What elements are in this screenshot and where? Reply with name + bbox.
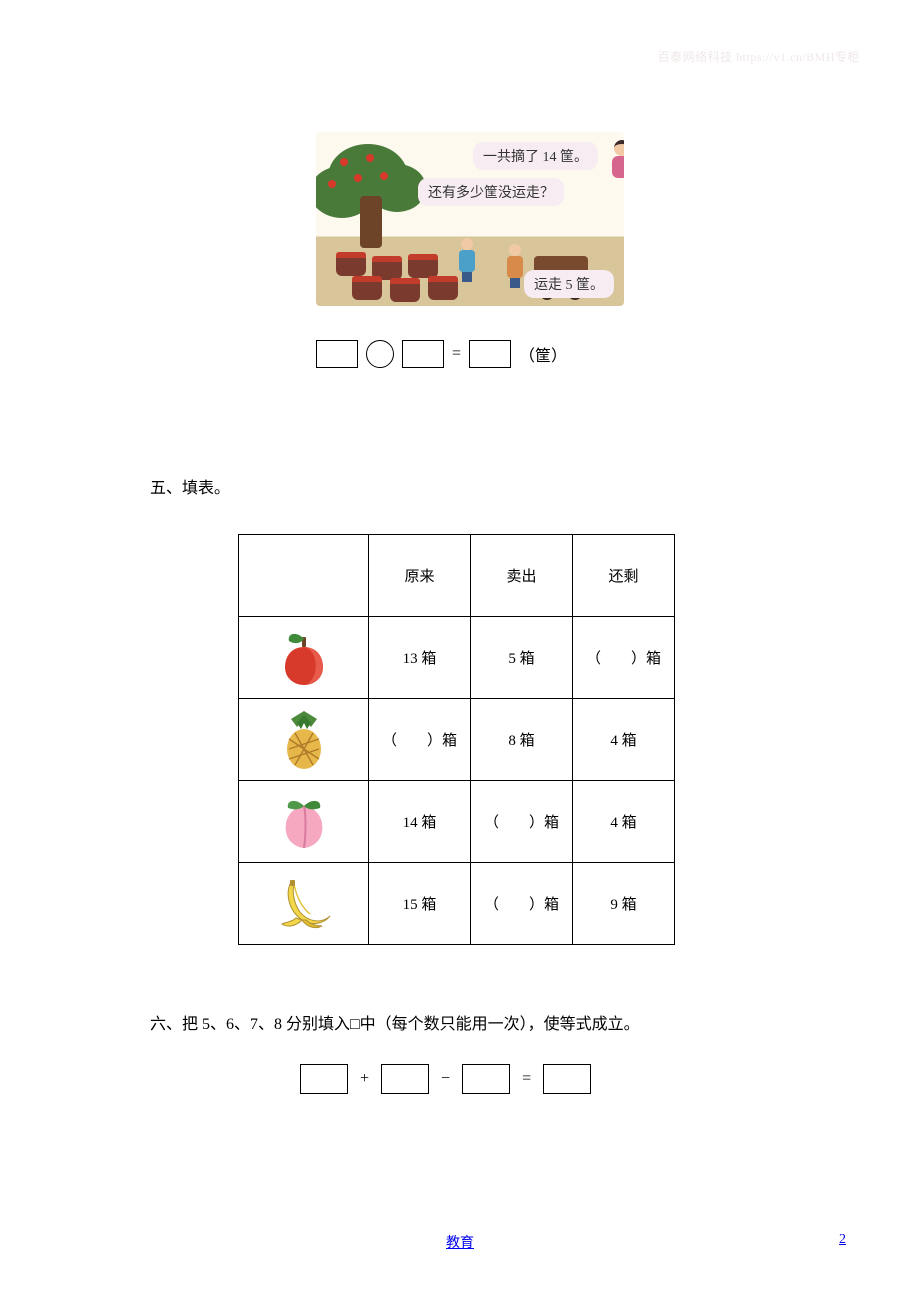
banana-icon — [272, 876, 336, 932]
section-6-title: 六、把 5、6、7、8 分别填入□中（每个数只能用一次），使等式成立。 — [150, 1010, 640, 1034]
table-header-row: 原来 卖出 还剩 — [239, 535, 675, 617]
page-number: 2 — [839, 1232, 846, 1248]
answer-box[interactable] — [462, 1064, 510, 1094]
bubble-moved: 运走 5 筐。 — [524, 270, 614, 298]
plus-sign: + — [360, 1070, 369, 1088]
basket-icon — [428, 276, 458, 300]
table-cell[interactable]: （ ）箱 — [369, 699, 471, 781]
equals-sign: = — [522, 1070, 531, 1088]
table-cell: 14 箱 — [369, 781, 471, 863]
table-cell: 5 箱 — [471, 617, 573, 699]
word-problem-scene: 一共摘了 14 筐。 还有多少筐没运走？ 运走 5 筐。 — [316, 132, 624, 306]
pineapple-icon — [277, 709, 331, 771]
table-cell[interactable]: （ ）箱 — [573, 617, 675, 699]
equation-row-1: = （筐） — [316, 340, 567, 368]
answer-box[interactable] — [469, 340, 511, 368]
table-cell: 8 箱 — [471, 699, 573, 781]
footer: 教育 — [0, 1232, 920, 1252]
bubble-total: 一共摘了 14 筐。 — [473, 142, 598, 170]
table-row: （ ）箱 8 箱 4 箱 — [239, 699, 675, 781]
fruit-cell — [239, 699, 369, 781]
table-cell: 13 箱 — [369, 617, 471, 699]
table-cell: 4 箱 — [573, 781, 675, 863]
fruit-cell — [239, 781, 369, 863]
child-icon — [456, 238, 478, 282]
basket-icon — [408, 254, 438, 278]
table-cell: 15 箱 — [369, 863, 471, 945]
table-cell: 4 箱 — [573, 699, 675, 781]
answer-box[interactable] — [300, 1064, 348, 1094]
equation-row-6: + − = — [300, 1064, 591, 1094]
table-row: 14 箱 （ ）箱 4 箱 — [239, 781, 675, 863]
basket-icon — [336, 252, 366, 276]
equals-sign: = — [452, 345, 461, 363]
apple-icon — [277, 629, 331, 687]
footer-link[interactable]: 教育 — [446, 1236, 474, 1251]
fruit-cell — [239, 617, 369, 699]
minus-sign: − — [441, 1070, 450, 1088]
fruit-cell — [239, 863, 369, 945]
table-row: 13 箱 5 箱 （ ）箱 — [239, 617, 675, 699]
peach-icon — [276, 794, 332, 850]
table-cell: 9 箱 — [573, 863, 675, 945]
answer-box[interactable] — [381, 1064, 429, 1094]
table-header: 卖出 — [471, 535, 573, 617]
bubble-question: 还有多少筐没运走？ — [418, 178, 564, 206]
table-header — [239, 535, 369, 617]
basket-icon — [390, 278, 420, 302]
operator-circle[interactable] — [366, 340, 394, 368]
child-icon — [504, 244, 526, 288]
watermark-text: 百泰网络科技 https://v1.cn/BMH专柜 — [658, 48, 860, 65]
table-row: 15 箱 （ ）箱 9 箱 — [239, 863, 675, 945]
basket-icon — [352, 276, 382, 300]
table-header: 原来 — [369, 535, 471, 617]
table-cell[interactable]: （ ）箱 — [471, 781, 573, 863]
section-5-title: 五、填表。 — [150, 474, 230, 498]
answer-box[interactable] — [316, 340, 358, 368]
girl-icon — [606, 140, 624, 186]
table-cell[interactable]: （ ）箱 — [471, 863, 573, 945]
answer-box[interactable] — [402, 340, 444, 368]
unit-label: （筐） — [519, 342, 567, 366]
answer-box[interactable] — [543, 1064, 591, 1094]
table-header: 还剩 — [573, 535, 675, 617]
fruit-table: 原来 卖出 还剩 13 箱 5 箱 （ ）箱 （ ）箱 8 箱 4 — [238, 534, 675, 945]
